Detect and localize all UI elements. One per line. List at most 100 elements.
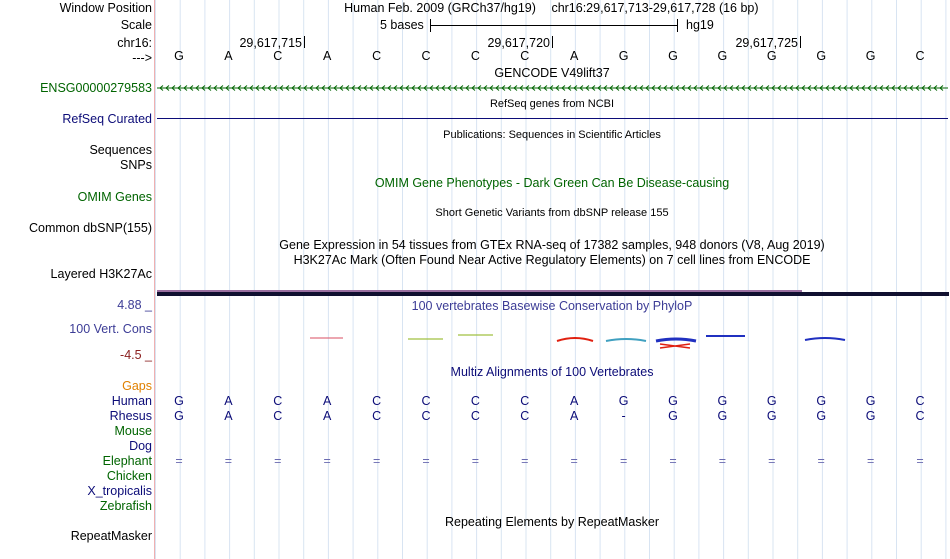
species-label-zebrafish[interactable]: Zebrafish — [99, 499, 152, 513]
gencode-track-title[interactable]: GENCODE V49lift37 — [494, 66, 610, 80]
row-elephant-base: = — [422, 454, 430, 468]
cons-min-text: -4.5 _ — [120, 348, 152, 362]
ruler-tick-3: 29,617,725 — [735, 36, 798, 50]
label-refseq-curated[interactable]: RefSeq Curated — [62, 112, 152, 126]
label-window-position: Window Position — [59, 1, 152, 15]
row-rhesus-base: C — [915, 409, 925, 423]
row-human-base: C — [421, 394, 431, 408]
row-seq-base: C — [915, 49, 925, 63]
row-human-base: G — [717, 394, 728, 408]
species-label-x_tropicalis[interactable]: X_tropicalis — [87, 484, 152, 498]
row-seq-base: C — [470, 49, 480, 63]
gencode-gene-id: ENSG00000279583 — [40, 81, 152, 95]
label-omim-genes[interactable]: OMIM Genes — [78, 190, 152, 204]
row-rhesus-base: C — [520, 409, 530, 423]
row-human-base: C — [470, 394, 480, 408]
row-human-base: A — [224, 394, 233, 408]
row-elephant-base: = — [570, 454, 578, 468]
row-seq-base: A — [570, 49, 579, 63]
row-rhesus-base: - — [621, 409, 626, 423]
assembly-title: Human Feb. 2009 (GRCh37/hg19) — [344, 1, 536, 15]
ruler-tick-2: 29,617,720 — [487, 36, 550, 50]
omim-label-text: OMIM Genes — [77, 190, 152, 204]
row-elephant-base: = — [372, 454, 381, 468]
row-seq-base: G — [816, 49, 827, 63]
ruler-tick-1: 29,617,715 — [239, 36, 302, 50]
row-rhesus-base: G — [174, 409, 184, 423]
dbsnp-track-title[interactable]: Short Genetic Variants from dbSNP releas… — [435, 207, 669, 219]
label-100-vert-cons[interactable]: 100 Vert. Cons — [69, 322, 152, 336]
row-elephant-base: = — [274, 454, 282, 468]
window-position-text: chr16:29,617,713-29,617,728 (16 bp) — [551, 1, 759, 15]
row-elephant-base: = — [916, 454, 924, 468]
label-repeatmasker[interactable]: RepeatMasker — [70, 529, 152, 543]
row-rhesus-base: A — [570, 409, 579, 423]
row-human-base: C — [520, 394, 530, 408]
cons-max-text: 4.88 _ — [117, 298, 152, 312]
row-human-base: G — [174, 394, 184, 408]
row-rhesus-base: C — [273, 409, 283, 423]
row-seq-base: C — [273, 49, 283, 63]
cons-label-text: 100 Vert. Cons — [69, 322, 152, 336]
row-elephant-base: = — [224, 454, 233, 468]
row-elephant-base: = — [866, 454, 875, 468]
row-seq-base: A — [323, 49, 332, 63]
species-label-chicken[interactable]: Chicken — [106, 469, 152, 483]
row-human-base: G — [816, 394, 827, 408]
label-sequences[interactable]: Sequences — [89, 143, 152, 157]
label-divider — [154, 0, 155, 559]
row-rhesus-base: G — [717, 409, 728, 423]
base-gridlines — [155, 0, 947, 559]
species-label-mouse[interactable]: Mouse — [114, 424, 152, 438]
gtex-track-title[interactable]: Gene Expression in 54 tissues from GTEx … — [279, 238, 825, 252]
label-strand-arrow: ---> — [132, 51, 152, 65]
gaps-label-text: Gaps — [122, 379, 152, 393]
label-layered-h3k27ac[interactable]: Layered H3K27Ac — [50, 267, 152, 281]
row-elephant-base: = — [471, 454, 480, 468]
label-gencode-gene[interactable]: ENSG00000279583 — [40, 81, 152, 95]
multiz-track-title[interactable]: Multiz Alignments of 100 Vertebrates — [450, 365, 654, 379]
row-human-base: C — [273, 394, 283, 408]
row-seq-base: G — [174, 49, 184, 63]
row-seq-base: G — [618, 49, 629, 63]
cons-axis-max: 4.88 _ — [117, 298, 152, 312]
label-common-dbsnp[interactable]: Common dbSNP(155) — [29, 221, 152, 235]
species-label-human[interactable]: Human — [111, 394, 152, 408]
publications-track-title[interactable]: Publications: Sequences in Scientific Ar… — [443, 129, 661, 141]
species-label-elephant[interactable]: Elephant — [102, 454, 152, 468]
row-human-base: C — [915, 394, 925, 408]
row-rhesus-base: C — [470, 409, 480, 423]
row-human-base: G — [865, 394, 876, 408]
row-elephant-base: = — [175, 454, 183, 468]
row-human-base: G — [668, 394, 678, 408]
row-human-base: G — [766, 394, 777, 408]
repeatmasker-track-title[interactable]: Repeating Elements by RepeatMasker — [444, 515, 660, 529]
refseq-track-title[interactable]: RefSeq genes from NCBI — [489, 98, 615, 110]
omim-track-title[interactable]: OMIM Gene Phenotypes - Dark Green Can Be… — [374, 176, 730, 190]
row-seq-base: G — [717, 49, 728, 63]
species-label-dog[interactable]: Dog — [129, 439, 152, 453]
label-gaps: Gaps — [122, 379, 152, 393]
species-label-rhesus[interactable]: Rhesus — [109, 409, 152, 423]
h3k27ac-track-title[interactable]: H3K27Ac Mark (Often Found Near Active Re… — [293, 253, 811, 267]
row-rhesus-base: G — [766, 409, 777, 423]
label-chrom: chr16: — [117, 36, 152, 50]
row-elephant-base: = — [768, 454, 776, 468]
row-seq-base: C — [372, 49, 382, 63]
row-rhesus-base: C — [421, 409, 431, 423]
scale-bar-db: hg19 — [686, 18, 714, 32]
row-seq-base: A — [224, 49, 233, 63]
label-snps[interactable]: SNPs — [120, 158, 152, 172]
label-scale: Scale — [120, 18, 152, 32]
row-seq-base: G — [865, 49, 876, 63]
row-seq-base: C — [520, 49, 530, 63]
row-rhesus-base: G — [668, 409, 678, 423]
row-human-base: C — [372, 394, 382, 408]
row-elephant-base: = — [718, 454, 727, 468]
row-elephant-base: = — [521, 454, 529, 468]
conservation-track-title[interactable]: 100 vertebrates Basewise Conservation by… — [411, 299, 693, 313]
row-human-base: A — [570, 394, 579, 408]
scale-bar-label: 5 bases — [380, 18, 424, 32]
row-seq-base: G — [668, 49, 678, 63]
cons-axis-min: -4.5 _ — [120, 348, 152, 362]
